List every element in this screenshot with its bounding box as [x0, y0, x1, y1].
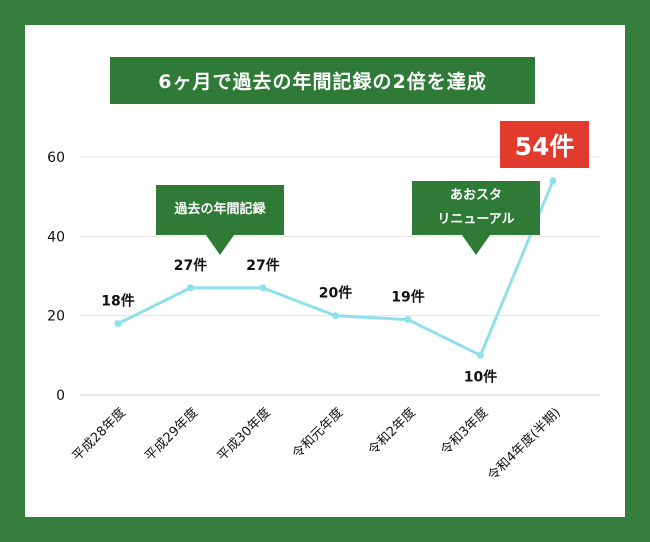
x-tick-label: 平成30年度 — [214, 405, 274, 465]
y-tick-label: 40 — [47, 229, 65, 245]
callout-past-record: 過去の年間記録 — [156, 185, 284, 255]
data-label: 20件 — [319, 285, 352, 302]
data-point — [404, 316, 412, 324]
y-tick-label: 20 — [47, 309, 65, 325]
data-point — [332, 312, 339, 320]
x-tick-label: 令和3年度 — [437, 405, 491, 459]
data-point — [477, 351, 484, 359]
data-point — [549, 177, 557, 185]
x-tick-label: 令和4年度(半期) — [484, 405, 563, 484]
data-label: 27件 — [246, 257, 279, 274]
chart-panel — [25, 25, 625, 517]
callout-line: あおスタ — [449, 188, 502, 203]
x-tick-label: 平成29年度 — [142, 405, 202, 465]
y-tick-label: 60 — [47, 150, 65, 166]
callout-line: リニューアル — [437, 212, 515, 227]
data-point — [114, 320, 122, 328]
data-label: 27件 — [174, 257, 207, 274]
callout-line: 過去の年間記録 — [174, 202, 266, 217]
data-label: 18件 — [101, 293, 134, 310]
x-tick-label: 令和元年度 — [289, 405, 346, 462]
chart-title-banner: 6ヶ月で過去の年間記録の2倍を達成 — [110, 57, 535, 104]
data-label: 19件 — [391, 289, 424, 306]
data-point — [259, 284, 267, 292]
x-tick-label: 令和2年度 — [365, 405, 419, 459]
data-point — [187, 284, 194, 292]
y-tick-label: 0 — [56, 388, 65, 404]
data-label: 10件 — [464, 368, 497, 385]
highlight-label: 54件 — [500, 121, 589, 168]
x-tick-label: 平成28年度 — [69, 405, 129, 465]
callout-renewal: あおスタ リニューアル — [412, 181, 540, 255]
